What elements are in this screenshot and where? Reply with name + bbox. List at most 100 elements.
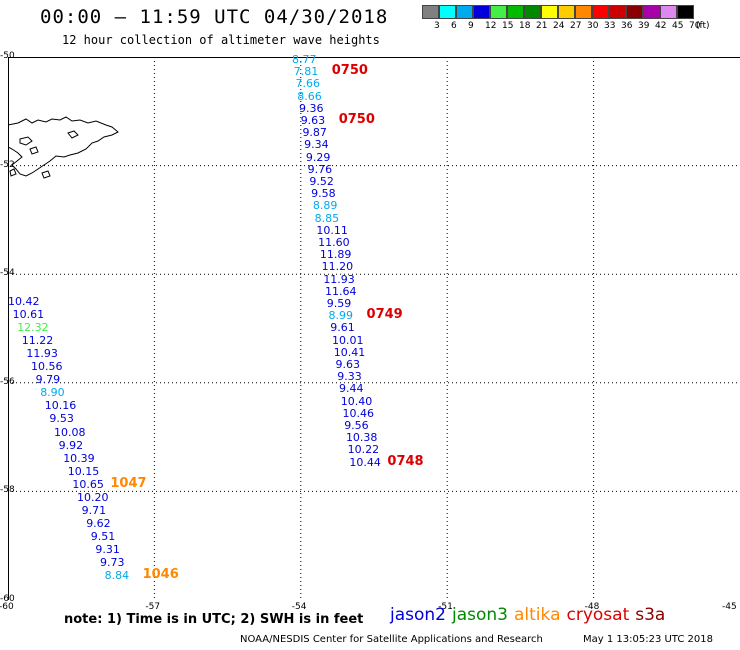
wave-height-value: 8.99 xyxy=(328,309,354,323)
lon-tick-label: -48 xyxy=(584,602,600,612)
pass-time-label: 1047 xyxy=(110,475,147,491)
island-outline xyxy=(19,136,33,146)
color-bin-30 xyxy=(575,5,592,19)
wave-height-value: 10.42 xyxy=(8,295,40,308)
color-bin-label: 27 xyxy=(570,21,582,31)
pass-time-label: 0749 xyxy=(366,307,403,323)
color-bin-label: 39 xyxy=(638,21,650,31)
pass-time-label: 0748 xyxy=(387,453,424,469)
wave-height-value: 9.34 xyxy=(304,138,329,152)
wave-height-value: 9.92 xyxy=(58,438,84,452)
wave-height-value: 10.15 xyxy=(67,464,100,478)
wave-height-value: 9.29 xyxy=(305,150,331,164)
lat-tick-label: -60 xyxy=(0,594,15,604)
map-area xyxy=(8,57,740,600)
color-bin-label: 21 xyxy=(536,21,548,31)
wave-height-value: 10.44 xyxy=(349,455,381,469)
color-bin-6 xyxy=(439,5,456,19)
wave-height-value: 9.63 xyxy=(300,114,326,127)
pass-time-label: 1046 xyxy=(142,567,179,583)
legend-cryosat: cryosat xyxy=(566,605,630,625)
lat-tick-label: -54 xyxy=(0,268,15,279)
wave-height-value: 9.87 xyxy=(302,126,327,140)
map-canvas xyxy=(8,57,740,600)
wave-height-value: 10.46 xyxy=(342,406,374,420)
map-subtitle: 12 hour collection of altimeter wave hei… xyxy=(62,33,380,47)
lat-tick-label: -58 xyxy=(0,485,15,496)
wave-height-value: 10.08 xyxy=(54,425,86,439)
wave-height-value: 10.41 xyxy=(333,345,366,359)
color-bin-39 xyxy=(626,5,643,19)
pass-time-label: 0750 xyxy=(331,63,368,79)
wave-height-value: 7.81 xyxy=(293,65,319,79)
color-bin-label: 42 xyxy=(655,21,667,31)
lat-tick-label: -50 xyxy=(0,51,15,61)
lat-tick-label: -52 xyxy=(0,159,15,170)
color-bin-label: 15 xyxy=(502,21,514,31)
color-bin-70 xyxy=(677,5,694,19)
color-bin-33 xyxy=(592,5,609,19)
map-title: 00:00 – 11:59 UTC 04/30/2018 xyxy=(40,6,389,28)
wave-height-value: 10.20 xyxy=(77,490,109,504)
wave-height-value: 11.20 xyxy=(321,260,354,274)
wave-height-value: 8.66 xyxy=(297,89,322,103)
wave-height-value: 7.66 xyxy=(295,77,320,91)
wave-height-value: 9.31 xyxy=(95,542,120,556)
wave-height-value: 10.22 xyxy=(347,443,380,457)
color-bin-3 xyxy=(422,5,439,19)
lon-tick-label: -45 xyxy=(722,602,737,612)
wave-height-value: 8.77 xyxy=(292,53,317,66)
island-outline xyxy=(41,170,51,179)
wave-height-value: 11.60 xyxy=(318,236,350,249)
wave-height-value: 11.64 xyxy=(325,284,357,298)
wave-height-value: 10.01 xyxy=(332,333,364,347)
wave-height-value: 9.53 xyxy=(49,412,74,426)
lat-tick-label: -56 xyxy=(0,376,15,387)
satellite-legend: jason2 jason3 altika cryosat s3a xyxy=(390,605,671,625)
wave-height-value: 8.90 xyxy=(40,386,65,400)
color-bin-12 xyxy=(473,5,490,19)
color-bin-9 xyxy=(456,5,473,19)
wave-height-value: 9.52 xyxy=(309,175,334,188)
color-scale-units: (ft) xyxy=(696,21,710,31)
wave-height-value: 9.76 xyxy=(307,162,333,176)
color-bin-24 xyxy=(541,5,558,19)
color-bin-label: 36 xyxy=(621,21,633,31)
lon-tick-label: -57 xyxy=(145,602,161,612)
color-bin-label: 18 xyxy=(519,21,531,31)
color-scale-bar xyxy=(422,5,694,21)
wave-height-value: 9.71 xyxy=(81,503,107,517)
credit-line: NOAA/NESDIS Center for Satellite Applica… xyxy=(240,634,543,645)
color-bin-label: 9 xyxy=(468,21,474,31)
falkland-islands-coastline xyxy=(8,116,119,177)
footnote: note: 1) Time is in UTC; 2) SWH is in fe… xyxy=(64,612,364,627)
wave-height-value: 9.58 xyxy=(311,187,336,201)
wave-height-value: 9.59 xyxy=(326,297,352,310)
island-outline xyxy=(9,168,17,177)
color-bin-label: 6 xyxy=(451,21,457,31)
color-bin-45 xyxy=(660,5,677,19)
wave-height-value: 11.89 xyxy=(319,248,352,262)
island-outline xyxy=(29,146,39,155)
wave-height-value: 11.22 xyxy=(21,334,54,348)
color-bin-label: 70 xyxy=(689,21,701,31)
wave-height-value: 9.51 xyxy=(90,529,116,543)
color-bin-label: 24 xyxy=(553,21,565,31)
legend-jason2: jason2 xyxy=(390,605,446,625)
wave-height-value: 9.79 xyxy=(35,373,61,387)
legend-altika: altika xyxy=(514,605,561,625)
wave-height-value: 10.56 xyxy=(31,360,63,374)
wave-height-value: 8.84 xyxy=(104,569,130,583)
legend-jason3: jason3 xyxy=(452,605,508,625)
color-bin-42 xyxy=(643,5,660,19)
color-bin-label: 45 xyxy=(672,21,684,31)
wave-height-value: 9.36 xyxy=(298,101,324,115)
wave-height-value: 10.61 xyxy=(12,308,45,322)
wave-height-value: 10.38 xyxy=(345,431,378,445)
color-bin-15 xyxy=(490,5,507,19)
wave-height-value: 8.89 xyxy=(312,199,338,213)
color-bin-label: 3 xyxy=(434,21,440,31)
wave-height-value: 12.32 xyxy=(17,321,49,335)
wave-height-value: 8.85 xyxy=(314,211,340,225)
wave-height-value: 10.39 xyxy=(63,451,95,465)
